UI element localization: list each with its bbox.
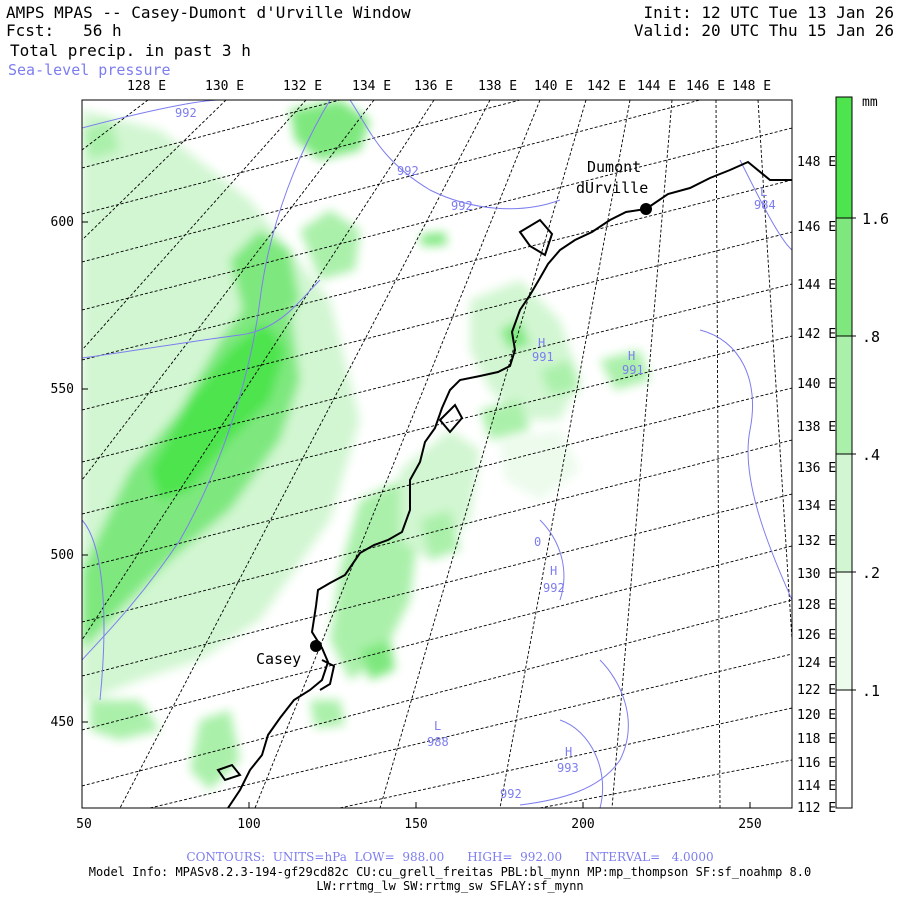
lon-label: 130 E — [205, 79, 244, 94]
forecast-hours: 56 h — [83, 21, 122, 40]
lon-label: 112 E — [797, 801, 836, 816]
lon-label: 124 E — [797, 656, 836, 671]
pressure-labels: 992 992 992 L 984 H 991 H 991 0 H 992 L … — [175, 106, 776, 801]
colorbar-label: .4 — [862, 446, 880, 464]
lon-label: 140 E — [797, 377, 836, 392]
lon-label: 136 E — [414, 79, 453, 94]
map-panel: 992 992 992 L 984 H 991 H 991 0 H 992 L … — [82, 100, 792, 808]
station-name-line2: dUrville — [576, 179, 648, 197]
lon-label: 142 E — [797, 327, 836, 342]
colorbar-swatch — [836, 454, 852, 572]
lon-label: 140 E — [534, 79, 573, 94]
pressure-mark: H — [550, 564, 557, 578]
lon-label: 134 E — [797, 499, 836, 514]
colorbar-swatch — [836, 572, 852, 690]
lon-label: 130 E — [797, 567, 836, 582]
lon-label: 132 E — [283, 79, 322, 94]
colorbar: mm .1 .2 .4 .8 1.6 — [835, 95, 889, 809]
lon-label: 122 E — [797, 683, 836, 698]
left-axis-labels: 600 550 500 450 — [51, 215, 88, 730]
pressure-label: 992 — [175, 106, 197, 120]
pressure-mark: H — [565, 745, 572, 759]
bottom-axis-labels: 50 100 150 200 250 — [76, 802, 762, 832]
init-time: Init: 12 UTC Tue 13 Jan 26 — [643, 3, 894, 22]
graticule — [82, 100, 792, 808]
colorbar-label: .2 — [862, 564, 880, 582]
lon-label: 132 E — [797, 534, 836, 549]
station-name: Casey — [256, 650, 301, 668]
lon-label: 116 E — [797, 756, 836, 771]
y-tick-label: 500 — [51, 548, 74, 563]
pressure-label: 992 — [451, 199, 473, 213]
pressure-mark: H — [538, 336, 545, 350]
colorbar-swatch — [836, 690, 852, 808]
lon-label: 136 E — [797, 461, 836, 476]
x-tick-label: 200 — [571, 817, 594, 832]
pressure-mark: L — [434, 719, 441, 733]
y-tick-label: 550 — [51, 382, 74, 397]
x-tick-label: 150 — [404, 817, 427, 832]
colorbar-unit: mm — [862, 95, 878, 110]
lon-label: 128 E — [127, 79, 166, 94]
lon-label: 144 E — [637, 79, 676, 94]
map-title: AMPS MPAS -- Casey-Dumont d'Urville Wind… — [6, 3, 411, 22]
model-info-line2: LW:rrtmg_lw SW:rrtmg_sw SFLAY:sf_mynn — [316, 879, 584, 893]
lon-label: 134 E — [352, 79, 391, 94]
field-description: Total precip. in past 3 h — [10, 41, 251, 60]
lon-label: 148 E — [797, 155, 836, 170]
pressure-label: 992 — [543, 581, 565, 595]
y-tick-label: 450 — [51, 715, 74, 730]
lon-label: 114 E — [797, 779, 836, 794]
colorbar-swatch — [836, 218, 852, 336]
x-tick-label: 250 — [738, 817, 761, 832]
lon-label: 120 E — [797, 708, 836, 723]
map-frame — [81, 99, 793, 809]
coastline — [216, 160, 792, 808]
right-longitude-labels: 148 E 146 E 144 E 142 E 140 E 138 E 136 … — [797, 155, 836, 816]
colorbar-swatch — [836, 336, 852, 454]
pressure-label: 991 — [622, 363, 644, 377]
forecast-label-text: Fcst: — [6, 21, 55, 40]
station-casey: Casey — [256, 640, 322, 668]
lon-label: 118 E — [797, 732, 836, 747]
pressure-label: 992 — [397, 164, 419, 178]
forecast-label: Fcst: 56 h — [6, 22, 122, 40]
lon-label: 146 E — [686, 79, 725, 94]
lon-label: 138 E — [478, 79, 517, 94]
pressure-mark: H — [628, 349, 635, 363]
x-tick-label: 50 — [76, 817, 92, 832]
colorbar-label: 1.6 — [862, 210, 889, 228]
colorbar-swatch — [836, 97, 852, 218]
y-tick-label: 600 — [51, 215, 74, 230]
station-marker — [640, 203, 652, 215]
pressure-label: 0 — [534, 535, 541, 549]
top-longitude-labels: 128 E 130 E 132 E 134 E 136 E 138 E 140 … — [127, 79, 771, 94]
lon-label: 144 E — [797, 278, 836, 293]
lon-label: 142 E — [587, 79, 626, 94]
pressure-mark: L — [760, 185, 767, 199]
colorbar-label: .1 — [862, 682, 880, 700]
lon-label: 138 E — [797, 420, 836, 435]
station-dumont-durville: Dumont dUrville — [576, 158, 652, 215]
station-marker — [310, 640, 322, 652]
lon-label: 146 E — [797, 220, 836, 235]
station-name: Dumont — [587, 158, 641, 176]
lon-label: 148 E — [732, 79, 771, 94]
x-tick-label: 100 — [237, 817, 260, 832]
colorbar-label: .8 — [862, 328, 880, 346]
precip-shading — [82, 100, 650, 790]
contour-info: CONTOURS: UNITS=hPa LOW= 988.00 HIGH= 99… — [186, 850, 714, 864]
pressure-label: 984 — [754, 198, 776, 212]
pressure-label: 992 — [500, 787, 522, 801]
valid-time: Valid: 20 UTC Thu 15 Jan 26 — [633, 21, 894, 40]
pressure-label: 993 — [557, 761, 579, 775]
lon-label: 126 E — [797, 628, 836, 643]
lon-label: 128 E — [797, 598, 836, 613]
pressure-label: 991 — [532, 350, 554, 364]
contour-field-label: Sea-level pressure — [8, 61, 171, 79]
model-info: Model Info: MPASv8.2.3-194-gf29cd82c CU:… — [88, 865, 812, 879]
pressure-label: 988 — [427, 735, 449, 749]
